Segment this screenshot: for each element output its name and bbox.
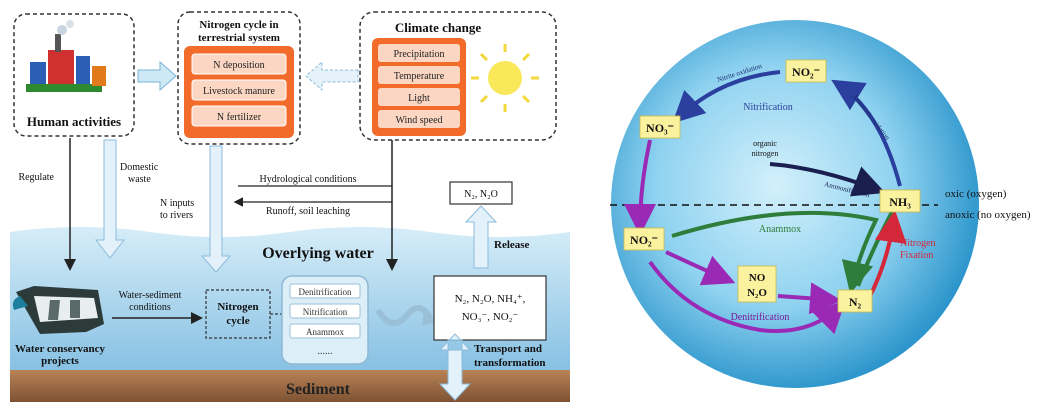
no2-top-label: NO₂⁻ (792, 65, 820, 79)
nitrogen-cycle-label-1: Nitrogen (217, 301, 258, 313)
regulate-label: Regulate (18, 172, 54, 183)
ammonia-oxidation-arrow (831, 79, 902, 187)
no2-to-no-arrow (665, 250, 736, 286)
domestic-label-1: Domestic (120, 162, 159, 173)
arrow-domestic-waste (94, 139, 126, 259)
species-box (433, 275, 547, 341)
factory-icon (26, 20, 106, 92)
conservancy-label-1: Water conservancy (15, 343, 105, 355)
no-to-n2-arrow (777, 282, 842, 315)
sun-icon (471, 44, 539, 112)
release-label: Release (494, 239, 530, 251)
climate-item-wind-speed: Wind speed (395, 115, 442, 126)
nitrite-oxidation-arrow (672, 70, 781, 124)
process-ellipsis: ...... (318, 346, 333, 357)
nh3-label: NH₃ (889, 195, 911, 209)
sediment-layer (10, 370, 570, 402)
nitrogen-terrestrial-title-1: Nitrogen cycle in (199, 19, 278, 31)
dam-icon (12, 286, 104, 334)
sediment-label: Sediment (286, 381, 351, 398)
species-label-1: N₂, N₂O, NH₄⁺, (455, 293, 526, 305)
process-nitrification: Nitrification (303, 307, 348, 317)
nitrogen-terrestrial-title-2: terrestrial system (198, 32, 280, 44)
nitrogen-fixation-label-2: Fixation (900, 250, 933, 261)
n2-label: N₂ (849, 295, 862, 309)
n2o-label: N₂O (747, 287, 767, 299)
no-label: NO (749, 272, 766, 284)
no3-badge (639, 115, 681, 139)
climate-item-precipitation: Precipitation (393, 49, 444, 60)
right-panel: oxic (oxygen) anoxic (no oxygen) Nitrite… (610, 20, 1031, 388)
denitrification-arc (648, 260, 846, 335)
climate-change-title: Climate change (395, 20, 482, 35)
n2-badge (837, 289, 873, 313)
hydrological-label: Hydrological conditions (260, 174, 357, 185)
nitrogen-item-fertilizer: N fertilizer (217, 112, 262, 123)
arrow-n-inputs (200, 145, 232, 273)
no-n2o-badge (737, 265, 777, 303)
ammonification-arrow (769, 162, 886, 197)
anammox-arrow (671, 210, 879, 294)
water-sediment-label-2: conditions (129, 302, 171, 313)
no3-label: NO₃⁻ (646, 121, 674, 135)
species-label-2: NO₃⁻, NO₂⁻ (462, 311, 519, 323)
anammox-label: Anammox (759, 224, 801, 235)
no2-left-label: NO₂⁻ (630, 233, 658, 247)
nh3-badge (879, 189, 921, 213)
denitrification-label: Denitrification (731, 312, 790, 323)
transport-label-2: transformation (474, 357, 546, 369)
n-inputs-label-1: N inputs (160, 198, 194, 209)
organic-nitrogen-label-2: nitrogen (752, 149, 779, 158)
process-anammox: Anammox (306, 327, 344, 337)
conservancy-label-2: projects (41, 355, 79, 367)
nitrogen-item-deposition: N deposition (213, 60, 264, 71)
nitrogen-item-manure: Livestock manure (203, 86, 275, 97)
domestic-label-2: waste (128, 174, 151, 185)
arrow-release (464, 205, 498, 269)
no2-left-badge (623, 227, 665, 251)
arrow-climate-to-nitrogen (305, 60, 359, 92)
transport-label-1: Transport and (474, 343, 542, 355)
nitrogen-fixation-label-1: Nitrogen (900, 238, 936, 249)
climate-item-light: Light (408, 93, 430, 104)
n-inputs-label-2: to rivers (160, 210, 193, 221)
overlying-water-label: Overlying water (262, 245, 374, 262)
arrow-human-to-nitrogen (137, 60, 177, 92)
nitrogen-cycle-label-2: cycle (226, 315, 249, 327)
gas-output-box (449, 181, 513, 205)
anoxic-label: anoxic (no oxygen) (945, 209, 1031, 221)
climate-item-temperature: Temperature (394, 71, 445, 82)
no3-to-no2-arrow (624, 139, 657, 236)
nitrification-label: Nitrification (743, 102, 792, 113)
water-sediment-label-1: Water-sediment (119, 290, 182, 301)
process-denitrification: Denitrification (299, 287, 352, 297)
no2-top-badge (785, 59, 827, 83)
arrow-transport (438, 333, 472, 401)
organic-nitrogen-label-1: organic (753, 139, 777, 148)
runoff-label: Runoff, soil leaching (266, 206, 350, 217)
oxic-label: oxic (oxygen) (945, 188, 1007, 200)
gas-output-label: N₂, N₂O (464, 189, 498, 200)
human-activities-label: Human activities (27, 114, 121, 129)
left-panel: Sediment Human activities Nitrogen cycle… (10, 11, 570, 402)
